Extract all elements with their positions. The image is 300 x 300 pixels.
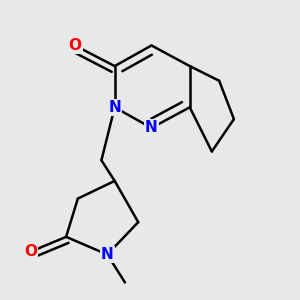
Text: N: N — [108, 100, 121, 115]
Text: N: N — [145, 120, 158, 135]
Text: O: O — [24, 244, 37, 259]
Text: O: O — [68, 38, 81, 53]
Text: N: N — [101, 247, 114, 262]
